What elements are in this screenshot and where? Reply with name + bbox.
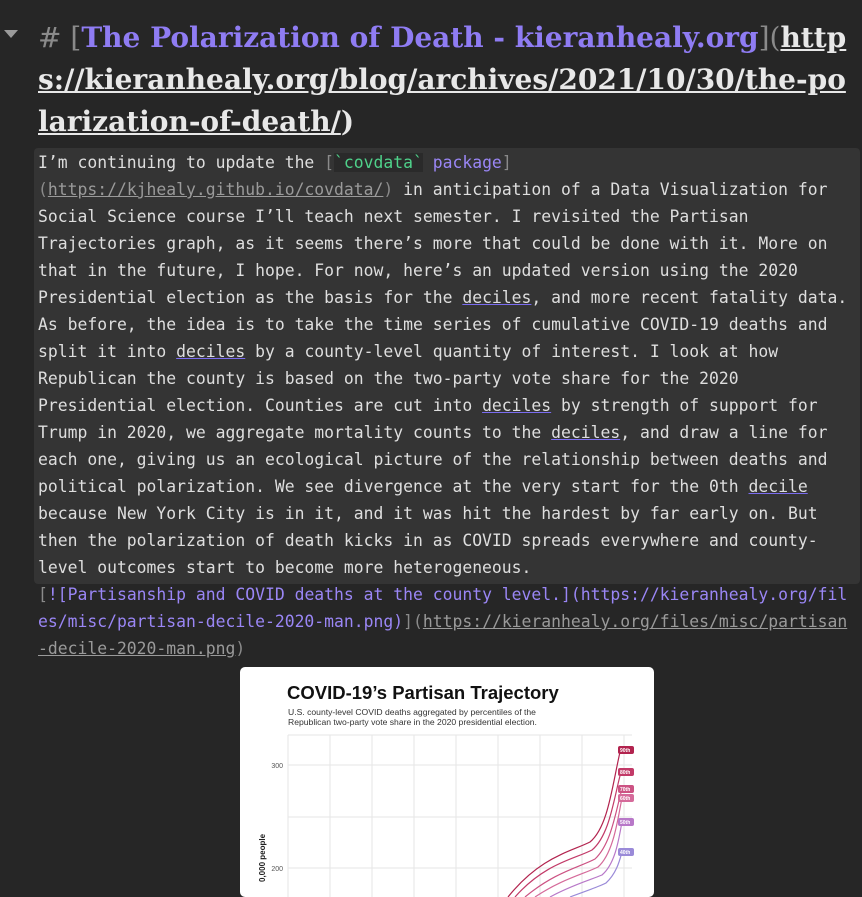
syntax-text: ](	[403, 612, 423, 631]
series-label: 70th	[620, 787, 630, 793]
syntax-text: [	[324, 153, 335, 172]
plain-text: because New York City is in it, and it w…	[38, 504, 818, 577]
syntax-text: ](	[758, 21, 781, 54]
plain-text: in anticipation of a Data Visualization …	[38, 180, 828, 307]
link-text[interactable]: ![Partisanship and COVID deaths at the c…	[38, 585, 848, 631]
image-grid	[287, 734, 632, 897]
image-subtitle: Republican two-party vote share in the 2…	[288, 717, 537, 727]
plain-text: , and more recent fatality data. As befo…	[38, 288, 848, 361]
image-subtitle: U.S. county-level COVID deaths aggregate…	[288, 707, 536, 717]
series-label: 80th	[620, 770, 630, 776]
syntax-text: [	[70, 21, 82, 54]
image-series-labels: 90th 80th 70th 60th 50th 40th	[618, 746, 634, 856]
link-text[interactable]: package	[422, 153, 502, 172]
plain-text: by a county-level quantity of interest. …	[38, 342, 779, 415]
series-label: 90th	[620, 748, 630, 754]
url-text[interactable]: https://kjhealy.github.io/covdata/	[47, 180, 384, 199]
image-title: COVID-19’s Partisan Trajectory	[287, 682, 560, 703]
plain-text: , and draw a line for each one, giving u…	[38, 423, 828, 496]
embedded-image: COVID-19’s Partisan Trajectory U.S. coun…	[240, 667, 654, 897]
plain-text: )	[340, 105, 355, 138]
underline-text[interactable]: deciles	[176, 342, 246, 361]
syntax-text: )	[235, 639, 246, 658]
syntax-text: ](	[38, 153, 512, 199]
image-y-label: 0,000 people	[258, 833, 267, 882]
link-text[interactable]: The Polarization of Death - kieranhealy.…	[81, 21, 759, 54]
series-label: 40th	[620, 850, 630, 856]
image-chart: COVID-19’s Partisan Trajectory U.S. coun…	[258, 682, 634, 897]
plain-text: I’m continuing to update the	[38, 153, 325, 172]
plain-text: by strength of support for Trump in 2020…	[38, 396, 818, 442]
series-label: 50th	[620, 820, 630, 826]
code-text: `covdata`	[334, 153, 423, 172]
url-text[interactable]: https://kieranhealy.org/blog/archives/20…	[38, 21, 847, 138]
image-link: [![Partisanship and COVID deaths at the …	[38, 581, 854, 662]
underline-text[interactable]: deciles	[462, 288, 532, 307]
underline-text[interactable]: deciles	[551, 423, 621, 442]
underline-text[interactable]: deciles	[482, 396, 552, 415]
underline-text[interactable]: decile	[748, 477, 808, 496]
series-label: 60th	[620, 796, 630, 802]
syntax-text: [	[38, 585, 48, 604]
paragraph: I’m continuing to update the [`covdata` …	[34, 148, 860, 584]
image-y-tick: 300	[271, 763, 283, 770]
url-text[interactable]: https://kieranhealy.org/files/misc/parti…	[38, 612, 848, 658]
syntax-text: )	[383, 180, 394, 199]
fold-toggle[interactable]	[4, 30, 18, 38]
marker-text: #	[38, 21, 71, 54]
image-y-tick: 200	[271, 866, 283, 873]
heading: # [The Polarization of Death - kieranhea…	[38, 17, 856, 143]
image-curves	[507, 751, 623, 897]
